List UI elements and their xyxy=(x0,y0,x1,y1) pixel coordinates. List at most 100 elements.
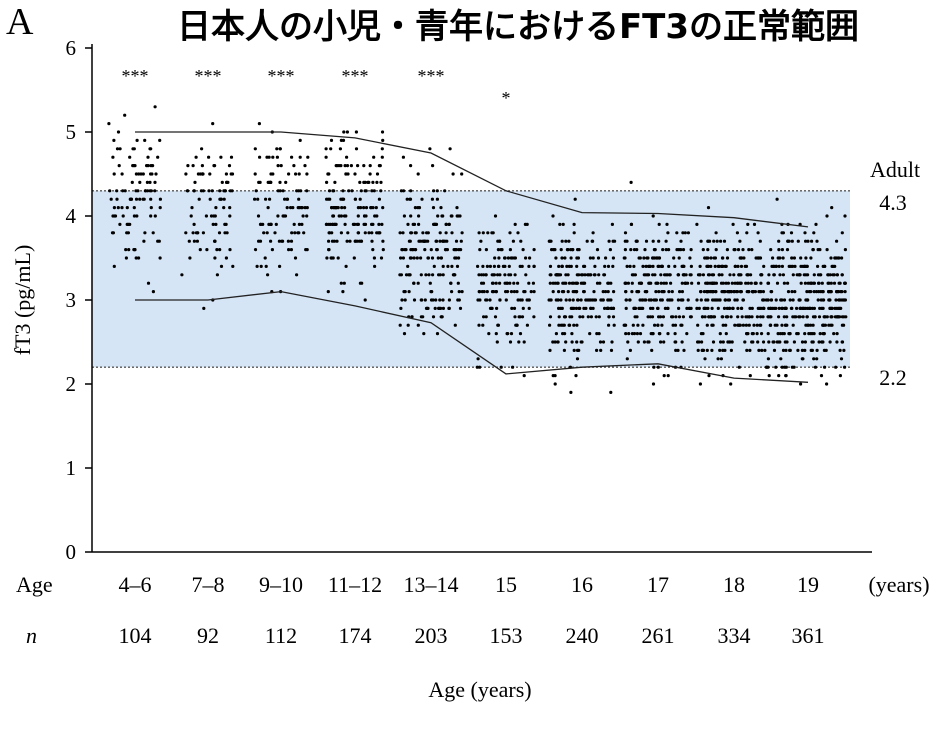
data-point xyxy=(138,180,142,184)
data-point xyxy=(664,239,668,243)
data-point xyxy=(589,306,593,310)
n-value-label: 104 xyxy=(119,623,152,648)
data-point xyxy=(435,189,439,193)
data-point xyxy=(444,231,448,235)
data-point xyxy=(370,189,374,193)
data-point xyxy=(409,189,413,193)
data-point xyxy=(804,256,808,260)
data-point xyxy=(191,231,195,235)
data-point xyxy=(208,172,212,176)
data-point xyxy=(712,239,716,243)
data-point xyxy=(797,273,801,277)
data-point xyxy=(301,214,305,218)
data-point xyxy=(715,239,719,243)
data-point xyxy=(280,239,284,243)
data-point xyxy=(289,239,294,243)
data-point xyxy=(215,273,219,277)
data-point xyxy=(195,239,199,243)
data-point xyxy=(811,323,815,327)
significance-mark: *** xyxy=(195,66,222,86)
data-point xyxy=(515,290,519,294)
data-point xyxy=(257,122,261,126)
data-point xyxy=(287,172,291,176)
data-point xyxy=(670,290,674,294)
data-point xyxy=(305,189,309,193)
data-point xyxy=(629,248,633,252)
data-point xyxy=(485,298,489,302)
data-point xyxy=(512,290,517,294)
data-point xyxy=(674,348,678,352)
data-point xyxy=(596,256,601,260)
data-point xyxy=(721,281,725,285)
data-point xyxy=(779,357,783,361)
data-point xyxy=(576,248,580,252)
data-point xyxy=(812,281,816,285)
data-point xyxy=(745,332,749,336)
data-point xyxy=(651,382,656,386)
data-point xyxy=(819,298,823,302)
data-point xyxy=(739,264,744,268)
data-point xyxy=(818,306,822,310)
data-point xyxy=(817,340,821,344)
data-point xyxy=(512,281,516,285)
data-point xyxy=(630,273,635,277)
data-point xyxy=(718,298,722,302)
data-point xyxy=(192,239,196,243)
data-point xyxy=(609,281,613,285)
data-point xyxy=(666,374,670,378)
data-point xyxy=(755,323,759,327)
data-point xyxy=(795,306,799,310)
data-point xyxy=(573,290,577,294)
data-point xyxy=(722,239,727,243)
data-point xyxy=(609,390,613,394)
data-point xyxy=(780,264,785,268)
data-point xyxy=(816,298,820,302)
data-point xyxy=(753,281,758,285)
data-point xyxy=(666,332,670,336)
data-point xyxy=(507,264,511,268)
data-point xyxy=(784,323,788,327)
data-point xyxy=(371,180,375,184)
data-point xyxy=(518,332,523,336)
data-point xyxy=(822,332,826,336)
data-point xyxy=(191,164,195,168)
data-point xyxy=(190,206,194,210)
data-point xyxy=(213,256,217,260)
data-point xyxy=(701,273,706,277)
data-point xyxy=(774,264,779,268)
data-point xyxy=(496,264,501,268)
data-point xyxy=(293,256,298,260)
data-point xyxy=(636,290,640,294)
data-point xyxy=(715,298,719,302)
data-point xyxy=(456,281,460,285)
data-point xyxy=(657,222,661,226)
reference-lines xyxy=(135,131,809,383)
data-point xyxy=(591,231,595,235)
data-point xyxy=(559,298,563,302)
data-point xyxy=(647,273,651,277)
data-point xyxy=(478,248,482,252)
data-point xyxy=(516,231,520,235)
data-point xyxy=(575,281,580,285)
data-point xyxy=(770,264,774,268)
data-point xyxy=(551,214,555,218)
data-point xyxy=(481,281,486,285)
data-point xyxy=(424,273,428,277)
data-point xyxy=(760,332,764,336)
data-point xyxy=(125,206,129,210)
data-point xyxy=(683,281,688,285)
data-point xyxy=(429,298,434,302)
data-point xyxy=(409,256,413,260)
data-point xyxy=(731,306,735,310)
data-point xyxy=(339,214,343,218)
n-value-label: 261 xyxy=(642,623,675,648)
data-point xyxy=(840,323,845,327)
data-point xyxy=(498,281,502,285)
data-point xyxy=(371,248,375,252)
data-point xyxy=(108,189,112,193)
data-point xyxy=(118,147,122,151)
data-point xyxy=(266,273,270,277)
data-point xyxy=(560,239,564,243)
data-point xyxy=(646,256,650,260)
data-point xyxy=(115,189,119,193)
